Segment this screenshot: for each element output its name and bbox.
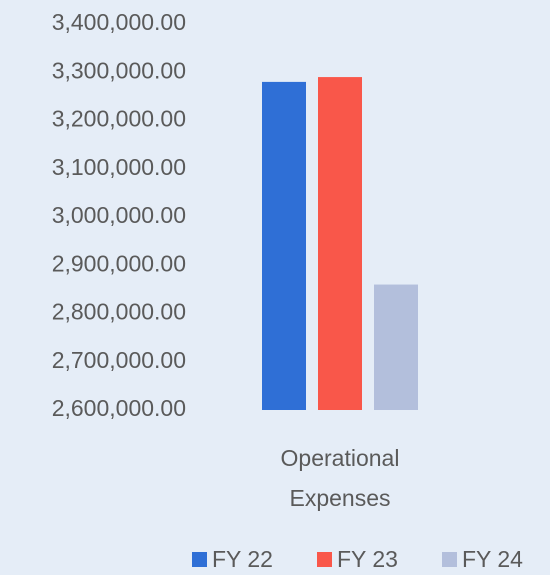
legend-swatch — [317, 552, 332, 567]
legend-label: FY 23 — [337, 546, 398, 572]
y-tick-label: 3,100,000.00 — [52, 154, 186, 180]
y-tick-label: 3,000,000.00 — [52, 202, 186, 228]
y-tick-label: 2,700,000.00 — [52, 347, 186, 373]
legend-swatch — [192, 552, 207, 567]
y-tick-label: 2,800,000.00 — [52, 299, 186, 325]
bar — [318, 77, 362, 410]
legend-label: FY 24 — [462, 546, 523, 572]
y-tick-label: 3,300,000.00 — [52, 57, 186, 83]
y-tick-label: 2,900,000.00 — [52, 250, 186, 276]
bar — [262, 81, 306, 411]
legend-label: FY 22 — [212, 546, 273, 572]
legend-swatch — [442, 552, 457, 567]
y-tick-label: 2,600,000.00 — [52, 395, 186, 421]
y-tick-label: 3,200,000.00 — [52, 106, 186, 132]
x-tick-label: Operational Expenses — [280, 445, 400, 511]
y-tick-label: 3,400,000.00 — [52, 9, 186, 35]
bar — [374, 284, 418, 410]
